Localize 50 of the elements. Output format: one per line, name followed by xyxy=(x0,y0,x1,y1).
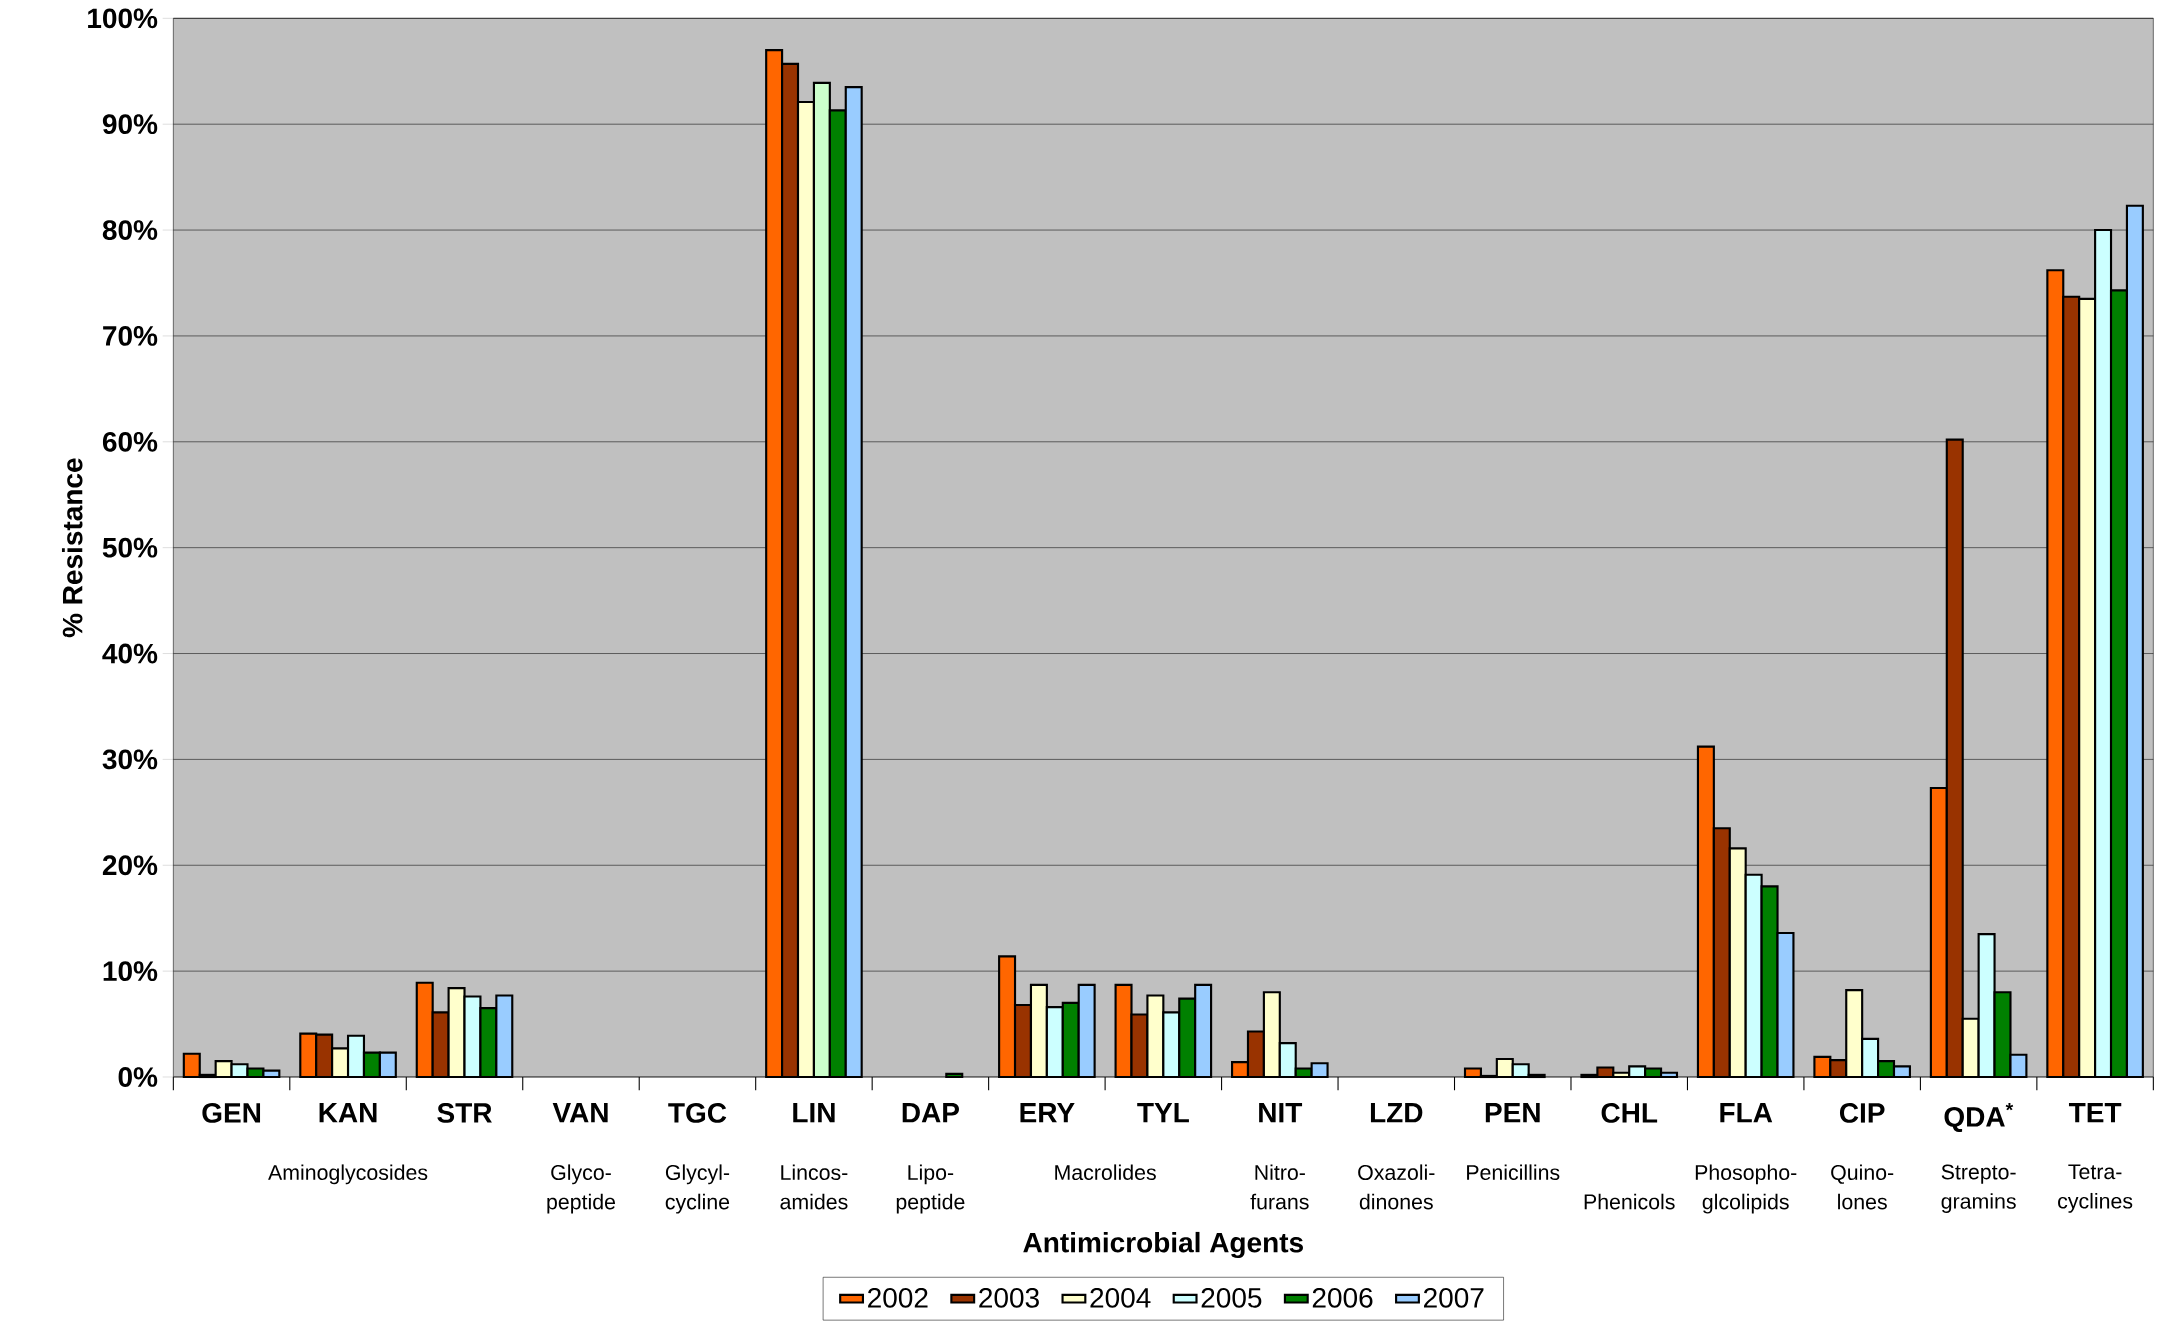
text: Aminoglycosides xyxy=(268,1164,428,1185)
x-tick-label: STR xyxy=(437,1103,492,1123)
y-tick-label: 80% xyxy=(102,220,158,240)
y-tick-label: 10% xyxy=(103,961,158,982)
y-tick-label: 70% xyxy=(103,326,158,346)
text: Phenicols xyxy=(1584,1193,1675,1210)
x-tick-label: LIN xyxy=(793,1103,835,1123)
text: Lipo- peptide xyxy=(896,1164,965,1214)
legend-label: 2003 xyxy=(979,1287,1039,1308)
text: Tetra- cyclines xyxy=(2058,1164,2133,1213)
text: Penicillins xyxy=(1467,1164,1560,1181)
x-tick-label: PEN xyxy=(1485,1103,1540,1123)
legend-label: 2004 xyxy=(1090,1287,1151,1308)
x-tick-label: TGC xyxy=(668,1103,727,1123)
legend-label: 2007 xyxy=(1424,1287,1484,1308)
y-tick-label: 40% xyxy=(102,643,158,664)
x-tick-label: VAN xyxy=(552,1103,608,1123)
text: Glyco- peptide xyxy=(547,1164,616,1214)
legend-label: 2002 xyxy=(868,1287,928,1308)
y-tick-label: 20% xyxy=(102,855,158,876)
x-axis-title: Antimicrobial Agents xyxy=(1023,1231,1303,1259)
x-tick-label: CIP xyxy=(1839,1103,1885,1123)
legend-label: 2006 xyxy=(1312,1287,1373,1308)
y-tick-label: 30% xyxy=(102,749,158,770)
y-tick-label: 50% xyxy=(102,537,158,558)
x-tick-label: CHL xyxy=(1601,1103,1658,1123)
legend-label: 2005 xyxy=(1201,1287,1262,1308)
y-tick-label: 60% xyxy=(102,431,158,452)
x-tick-label: LZD xyxy=(1370,1103,1423,1123)
x-tick-label: TYL xyxy=(1137,1103,1189,1123)
x-tick-label: NIT xyxy=(1259,1103,1303,1123)
x-tick-label: KAN xyxy=(319,1103,377,1123)
x-tick-label: TET xyxy=(2068,1103,2122,1123)
x-tick-label: DAP xyxy=(902,1103,959,1123)
y-tick-label: 100% xyxy=(88,8,158,29)
x-tick-label: QDA$^{*}$ xyxy=(1944,1103,2014,1133)
x-tick-label: GEN xyxy=(202,1103,261,1123)
text: Glycyl- cycline xyxy=(665,1164,730,1214)
text: Lincos- amides xyxy=(780,1164,848,1210)
text: Phosopho- glcolipids xyxy=(1695,1164,1797,1214)
text: Quino- lones xyxy=(1831,1164,1894,1210)
y-axis-title: % Resistance xyxy=(61,458,83,638)
y-tick-label: 90% xyxy=(102,114,158,135)
text: Nitro- furans xyxy=(1250,1164,1309,1210)
y-tick-label: 0% xyxy=(118,1067,158,1087)
text: Macrolides xyxy=(1055,1164,1156,1181)
x-tick-label: FLA xyxy=(1720,1103,1773,1123)
text: Oxazoli- dinones xyxy=(1358,1164,1435,1210)
x-tick-label: ERY xyxy=(1020,1103,1075,1123)
text: Strepto- gramins xyxy=(1941,1164,2016,1214)
